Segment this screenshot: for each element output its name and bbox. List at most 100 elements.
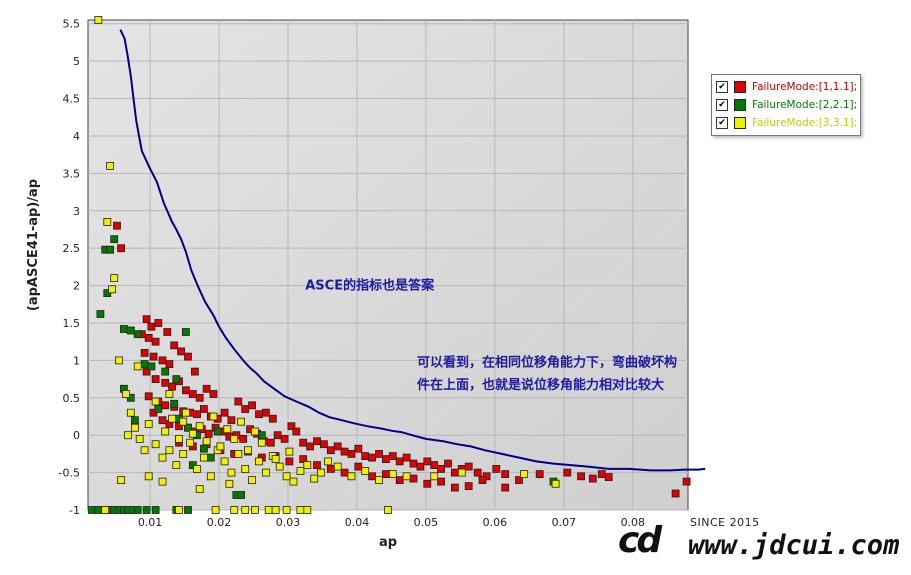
scatter-point	[147, 322, 156, 331]
scatter-point	[177, 347, 186, 356]
scatter-point	[241, 464, 250, 473]
scatter-point	[388, 452, 397, 461]
scatter-point	[106, 245, 114, 254]
legend-swatch-green	[734, 99, 746, 111]
y-tick-label: -1	[69, 504, 80, 517]
scatter-point	[515, 476, 523, 485]
y-axis-title: (apASCE41-ap)/ap	[26, 179, 41, 311]
x-tick-label: 0.08	[621, 516, 646, 529]
scatter-point	[319, 440, 328, 449]
scatter-point	[144, 333, 153, 342]
checkbox-icon[interactable]: ✔	[716, 81, 728, 93]
scatter-point	[473, 468, 482, 477]
scatter-point	[175, 434, 183, 443]
scatter-point	[230, 434, 239, 443]
scatter-point	[193, 410, 201, 419]
y-tick-label: 5.5	[63, 18, 81, 31]
scatter-point	[161, 401, 170, 410]
legend-item[interactable]: ✔ FailureMode:[2,2.1];	[716, 97, 857, 113]
scatter-point	[142, 315, 151, 324]
x-tick-label: 0.01	[138, 516, 163, 529]
checkbox-icon[interactable]: ✔	[716, 117, 728, 129]
y-tick-label: 2	[73, 280, 80, 293]
scatter-point	[450, 468, 459, 477]
scatter-point	[94, 506, 103, 514]
scatter-point	[199, 405, 208, 413]
y-tick-label: 3	[73, 205, 80, 218]
scatter-point	[317, 468, 326, 477]
scatter-point	[117, 244, 125, 253]
scatter-point	[175, 422, 183, 431]
scatter-point	[313, 461, 321, 470]
scatter-point	[133, 506, 142, 514]
scatter-point	[520, 470, 528, 479]
x-axis-title: ap	[379, 535, 397, 550]
scatter-point	[255, 457, 263, 466]
scatter-point	[324, 457, 332, 466]
scatter-point	[147, 362, 156, 371]
series-group	[88, 16, 706, 514]
scatter-point	[110, 235, 119, 244]
scatter-point	[199, 453, 208, 462]
scatter-point	[501, 470, 510, 479]
scatter-point	[151, 506, 160, 514]
scatter-point	[113, 221, 121, 230]
scatter-point	[282, 506, 291, 514]
y-tick-label: 0.5	[63, 392, 81, 405]
scatter-point	[450, 483, 459, 492]
scatter-point	[122, 390, 130, 398]
scatter-point	[151, 397, 160, 406]
scatter-point	[216, 442, 225, 451]
scatter-point	[244, 446, 252, 455]
scatter-point	[172, 375, 181, 384]
scatter-point	[220, 408, 229, 417]
scatter-point	[239, 434, 248, 443]
scatter-point	[142, 367, 151, 376]
scatter-point	[117, 476, 125, 485]
scatter-point	[368, 472, 377, 481]
scatter-point	[154, 319, 163, 327]
scatter-point	[306, 442, 315, 451]
scatter-point	[179, 417, 188, 426]
scatter-point	[375, 449, 383, 458]
scatter-point	[478, 476, 487, 485]
scatter-point	[144, 420, 153, 428]
legend-item[interactable]: ✔ FailureMode:[1,1.1];	[716, 79, 857, 95]
scatter-point	[213, 427, 222, 436]
scatter-point	[248, 401, 257, 410]
scatter-point	[179, 449, 188, 458]
scatter-point	[333, 462, 342, 471]
scatter-point	[206, 472, 215, 481]
scatter-point	[184, 352, 192, 361]
scatter-point	[154, 405, 163, 413]
scatter-point	[588, 474, 597, 483]
scatter-point	[144, 392, 153, 401]
scatter-point	[535, 470, 544, 479]
scatter-point	[103, 218, 112, 226]
scatter-point	[124, 431, 132, 440]
scatter-point	[170, 399, 179, 408]
legend-item[interactable]: ✔ FailureMode:[3,3.1];	[716, 115, 857, 131]
scatter-point	[149, 352, 158, 361]
scatter-point	[126, 326, 135, 335]
scatter-point	[206, 453, 215, 462]
scatter-point	[368, 453, 377, 462]
scatter-point	[237, 417, 246, 426]
scatter-point	[423, 457, 432, 466]
scatter-point	[402, 472, 411, 481]
chart-annotation: ASCE的指标也是答案	[305, 277, 435, 293]
scatter-point	[230, 506, 239, 514]
scatter-point	[161, 367, 170, 376]
scatter-point	[437, 477, 446, 486]
scatter-point	[175, 506, 183, 514]
checkbox-icon[interactable]: ✔	[716, 99, 728, 111]
scatter-point	[204, 429, 213, 438]
scatter-point	[202, 437, 211, 446]
scatter-point	[88, 506, 96, 514]
scatter-point	[133, 362, 142, 371]
scatter-point	[186, 438, 195, 447]
scatter-point	[261, 468, 270, 477]
scatter-point	[170, 341, 179, 350]
